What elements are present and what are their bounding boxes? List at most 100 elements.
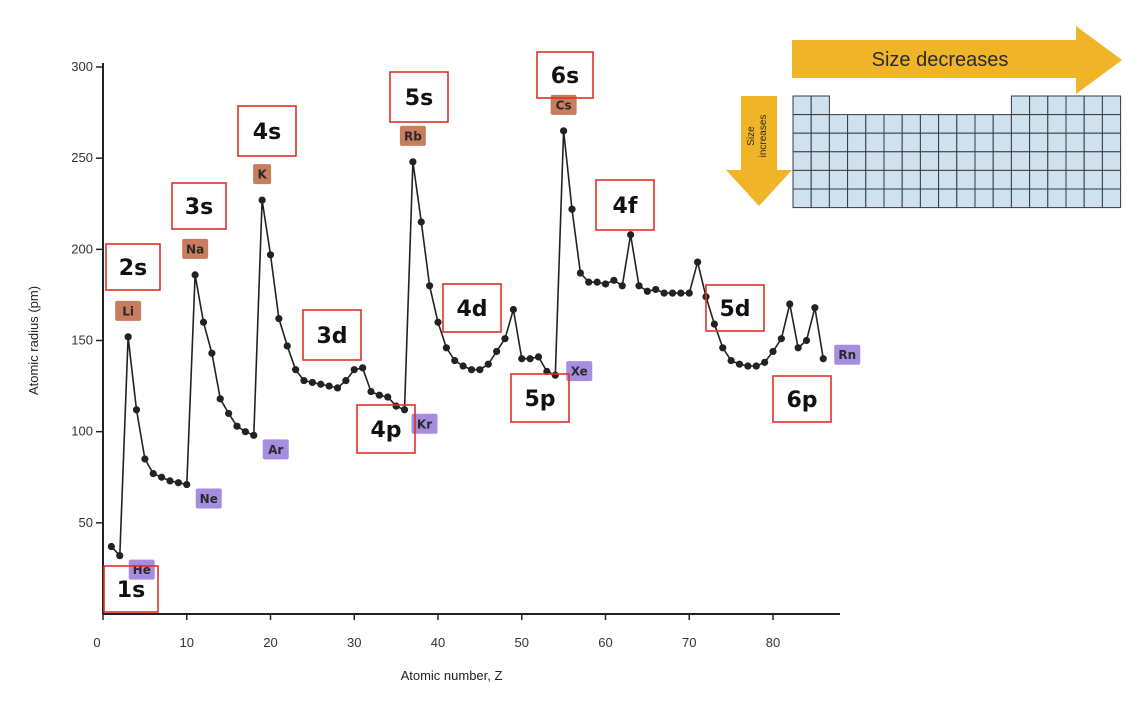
table-cell [992,151,1012,171]
table-cell [1065,151,1085,171]
data-point [551,371,559,379]
table-cell [792,95,812,116]
element-label-text: Xe [571,365,588,379]
x-axis-title: Atomic number, Z [401,668,503,683]
orbital-box-label: 1s [117,578,145,603]
table-cell [865,188,885,209]
table-cell [828,114,849,134]
orbital-box-frame [103,565,159,613]
size-increases-label-line2: increases [758,115,769,158]
data-point [325,382,333,390]
table-cell [938,132,958,153]
orbital-box-frame [171,182,227,230]
data-point [643,287,651,295]
data-point [400,406,409,414]
table-cell [1083,169,1103,190]
data-point [384,393,392,401]
data-point [308,378,316,387]
table-cell [1065,95,1085,116]
data-point [534,353,543,361]
x-tick-label: 60 [598,635,612,650]
table-cell [847,151,867,171]
table-cell [792,114,812,134]
orbital-annotations: 1s 2s 3s 4s 3d 4p 5s 4d 5p 6s 4f 5d 6p [103,51,832,613]
table-cell [1010,132,1031,153]
data-point [409,158,417,166]
table-cell [974,114,994,134]
table-cell [1029,151,1049,171]
table-cell [828,132,849,153]
table-cell [919,132,940,153]
table-cell [1083,132,1103,153]
table-cell [974,132,994,153]
data-point [233,422,241,430]
orbital-box-frame [536,51,594,99]
size-increases-label-line1: Size [746,126,757,146]
orbital-box-frame [105,243,161,291]
data-point [744,362,752,370]
size-decreases-label: Size decreases [872,49,1009,71]
data-point [124,333,132,341]
size-decreases-arrow [792,26,1122,94]
table-cell [1083,188,1103,209]
table-cell [1010,169,1031,190]
table-cell [1029,114,1049,134]
element-label-bg [550,94,577,115]
table-cell [847,132,867,153]
data-point [802,336,811,345]
data-point [752,362,760,370]
data-point [149,470,157,478]
table-cell [883,169,903,190]
table-cell [828,188,849,209]
data-point [509,305,517,314]
x-tick-label: 50 [515,635,529,650]
table-cell [956,114,976,134]
element-label-text: Kr [417,417,432,431]
table-cell [992,132,1012,153]
data-point [275,315,283,323]
orbital-box-label: 6s [551,64,579,89]
table-cell [901,188,921,209]
data-point [560,127,568,135]
element-label-he: He [128,559,155,580]
data-point [660,289,668,297]
x-tick-label: 0 [93,635,100,650]
element-label-li: Li [115,300,142,321]
data-point [250,431,258,439]
element-label-k: K [253,164,272,185]
element-label-rb: Rb [399,125,426,146]
element-label-text: Ne [200,492,218,506]
x-tick-label: 20 [263,635,277,650]
data-point [375,391,383,399]
table-cell [938,151,958,171]
orbital-box-3d: 3d [302,309,362,361]
element-labels: He Li Ne Na Ar K Kr Rb Xe Cs Rn [115,94,861,580]
table-cell [1065,132,1085,153]
data-point [317,380,325,388]
table-cell [810,132,830,153]
table-cell [1047,132,1067,153]
data-point [300,377,308,385]
table-cell [865,151,885,171]
data-point [183,480,191,489]
table-cell [865,114,885,134]
data-point [719,344,727,352]
data-point [694,258,702,266]
data-point [434,318,442,326]
element-label-bg [115,300,142,321]
table-cell [1101,132,1122,153]
orbital-box-5d: 5d [705,284,765,332]
data-point [610,276,618,284]
table-cell [938,188,958,209]
orbital-box-frame [356,404,416,454]
table-cell [847,114,867,134]
element-label-ar: Ar [262,439,289,460]
orbital-box-frame [442,283,502,333]
data-point [467,366,476,374]
x-tick-label: 70 [682,635,696,650]
data-point [601,280,610,288]
table-cell [883,151,903,171]
data-point [627,231,635,239]
data-point [199,318,208,326]
data-point [350,366,358,374]
